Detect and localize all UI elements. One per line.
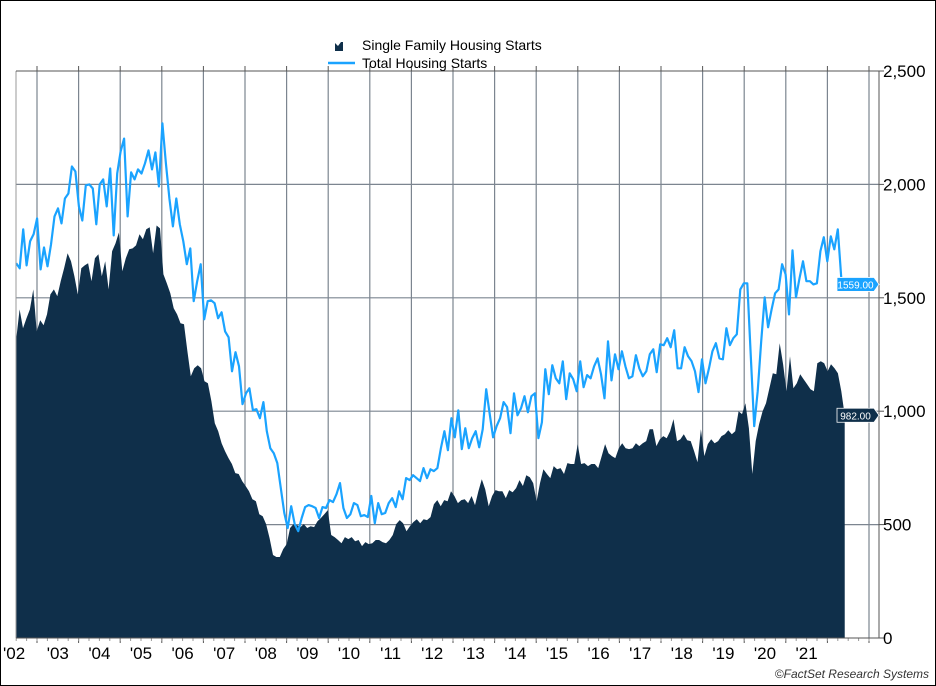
y-tick-label: 1,500 — [883, 289, 926, 308]
x-tick-label: '04 — [88, 644, 110, 663]
x-tick-label: '05 — [130, 644, 152, 663]
y-tick-label: 0 — [883, 629, 892, 648]
total-starts-line — [15, 122, 846, 533]
source-credit: ©FactSet Research Systems — [774, 667, 929, 681]
x-tick-label: '07 — [213, 644, 235, 663]
x-tick-label: '17 — [629, 644, 651, 663]
x-tick-label: '15 — [546, 644, 568, 663]
x-tick-label: '08 — [255, 644, 277, 663]
legend-item-total: Total Housing Starts — [327, 54, 542, 72]
y-tick-label: 2,000 — [883, 175, 926, 194]
axis-labels: 0 500 1,000 1,500 2,000 2,500 '02 '03 '04 '05 '06 '… — [3, 62, 926, 663]
x-tick-label: '20 — [754, 644, 776, 663]
axes — [15, 66, 884, 643]
legend: Single Family Housing Starts Total Housi… — [327, 36, 542, 72]
single-family-area — [16, 225, 845, 638]
legend-label: Single Family Housing Starts — [362, 37, 542, 53]
y-tick-label: 2,500 — [883, 62, 926, 81]
total-last-value-tag: 1559.00 — [836, 277, 880, 292]
x-tick-label: '16 — [588, 644, 610, 663]
x-tick-label: '09 — [296, 644, 318, 663]
x-tick-label: '18 — [671, 644, 693, 663]
y-tick-label: 500 — [883, 516, 911, 535]
x-tick-label: '11 — [380, 644, 401, 663]
single-family-last-value-tag: 982.00 — [836, 407, 880, 423]
tag-text: 1559.00 — [837, 280, 874, 291]
legend-item-single-family: Single Family Housing Starts — [327, 36, 542, 54]
area-swatch-icon — [327, 36, 355, 54]
tag-background — [836, 277, 880, 292]
x-tick-label: '21 — [796, 644, 818, 663]
tag-text: 982.00 — [840, 411, 871, 422]
x-tick-label: '02 — [3, 644, 25, 663]
tag-background — [836, 407, 880, 423]
x-tick-label: '14 — [504, 644, 526, 663]
last-value-tags: 1559.00 982.00 — [836, 277, 880, 423]
x-tick-label: '13 — [463, 644, 485, 663]
x-tick-label: '03 — [47, 644, 69, 663]
x-tick-label: '06 — [172, 644, 194, 663]
legend-label: Total Housing Starts — [362, 55, 488, 71]
line-swatch-icon — [327, 54, 355, 72]
y-tick-label: 1,000 — [883, 402, 926, 421]
x-tick-label: '19 — [712, 644, 734, 663]
x-tick-label: '10 — [338, 644, 360, 663]
x-tick-label: '12 — [421, 644, 443, 663]
